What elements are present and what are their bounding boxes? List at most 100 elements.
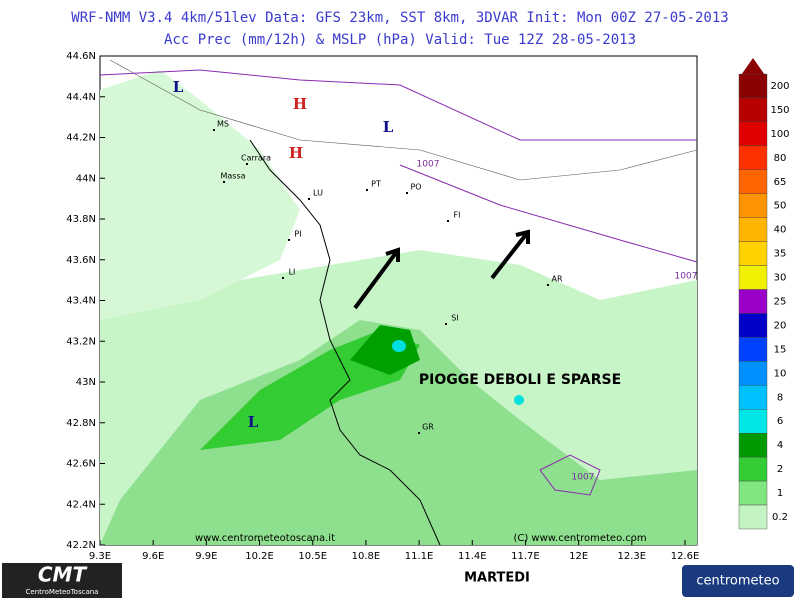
logo-box bbox=[2, 563, 122, 598]
colorbar-swatch bbox=[738, 361, 768, 386]
lon-label: 10.2E bbox=[245, 551, 274, 562]
colorbar-swatch bbox=[738, 241, 768, 266]
place-label: Massa bbox=[220, 172, 245, 181]
credit: (C) www.centrometeo.com bbox=[513, 533, 646, 544]
colorbar-label: 35 bbox=[774, 249, 787, 260]
lat-label: 43N bbox=[76, 377, 96, 388]
logo: CMT CentroMeteoToscana centrometeo bbox=[2, 563, 794, 598]
logo-text: CMT bbox=[38, 563, 88, 587]
logo-text: centrometeo bbox=[696, 574, 779, 589]
pressure-center: L bbox=[248, 413, 259, 431]
lon-label: 11.4E bbox=[458, 551, 487, 562]
place-marker bbox=[547, 284, 549, 286]
colorbar-swatch bbox=[738, 432, 768, 458]
colorbar-swatch bbox=[738, 217, 768, 242]
place-label: GR bbox=[422, 423, 434, 432]
arrow bbox=[353, 247, 400, 310]
place-label: SI bbox=[451, 314, 458, 323]
place-marker bbox=[445, 323, 447, 325]
colorbar-swatch bbox=[738, 73, 768, 99]
lat-label: 42.2N bbox=[66, 540, 96, 551]
place-label: LI bbox=[289, 268, 296, 277]
colorbar-swatch bbox=[738, 265, 768, 290]
rain-peak bbox=[392, 340, 406, 352]
place-label: LU bbox=[313, 189, 323, 198]
colorbar-label: 8 bbox=[777, 392, 783, 403]
colorbar-label: 15 bbox=[774, 344, 787, 355]
place-label: AR bbox=[551, 275, 562, 284]
isobar-label: 1007 bbox=[572, 473, 595, 483]
place-marker bbox=[213, 129, 215, 131]
border bbox=[109, 59, 698, 181]
colorbar-label: 2 bbox=[777, 464, 783, 475]
colorbar-cap bbox=[739, 58, 767, 78]
isobar-label: 1007 bbox=[675, 272, 698, 282]
place-label: FI bbox=[454, 211, 461, 220]
place-label: PT bbox=[371, 180, 381, 189]
colorbar-label: 80 bbox=[774, 153, 787, 164]
place-marker bbox=[282, 277, 284, 279]
place-marker bbox=[447, 220, 449, 222]
colorbar-swatch bbox=[738, 193, 768, 218]
isobar bbox=[399, 164, 698, 263]
place-marker bbox=[406, 192, 408, 194]
colorbar-label: 1 bbox=[777, 488, 783, 499]
colorbar-label: 200 bbox=[770, 81, 789, 92]
annotation: PIOGGE DEBOLI E SPARSE bbox=[419, 372, 621, 388]
colorbar-label: 6 bbox=[777, 416, 783, 427]
rain-peak bbox=[514, 395, 524, 405]
colorbar-swatch bbox=[738, 97, 768, 123]
place-label: Carrara bbox=[241, 154, 271, 163]
lat-label: 44.2N bbox=[66, 133, 96, 144]
header-line: WRF-NMM V3.4 4km/51lev Data: GFS 23km, S… bbox=[71, 10, 728, 26]
place-label: MS bbox=[217, 120, 229, 129]
place-marker bbox=[246, 163, 248, 165]
lat-label: 44.6N bbox=[66, 51, 96, 62]
colorbar-label: 10 bbox=[774, 368, 787, 379]
lat-label: 42.6N bbox=[66, 459, 96, 470]
rain-moderate bbox=[100, 320, 697, 545]
colorbar-swatch bbox=[738, 145, 768, 171]
place-marker bbox=[308, 198, 310, 200]
colorbar-swatch bbox=[738, 409, 768, 434]
day-label: MARTEDI bbox=[464, 571, 530, 586]
lat-label: 43.4N bbox=[66, 296, 96, 307]
colorbar-swatch bbox=[738, 121, 768, 147]
place-marker bbox=[288, 239, 290, 241]
coastline bbox=[249, 139, 441, 546]
colorbar-swatch bbox=[738, 504, 768, 530]
rain-heavy bbox=[350, 325, 420, 375]
pressure-center: L bbox=[173, 78, 184, 96]
place-marker bbox=[366, 189, 368, 191]
place-marker bbox=[223, 181, 225, 183]
arrow bbox=[490, 229, 530, 280]
colorbar-label: 50 bbox=[774, 201, 787, 212]
lat-label: 42.4N bbox=[66, 499, 96, 510]
isobar bbox=[539, 454, 601, 496]
colorbar-swatch bbox=[738, 337, 768, 362]
colorbar-label: 150 bbox=[770, 105, 789, 116]
lat-label: 43.8N bbox=[66, 214, 96, 225]
isobar-label: 1007 bbox=[417, 160, 440, 170]
rain-light bbox=[100, 70, 300, 320]
pressure-center: L bbox=[383, 118, 394, 136]
credit: www.centrometeotoscana.it bbox=[195, 533, 335, 544]
place-label: PO bbox=[410, 183, 421, 192]
colorbar-swatch bbox=[738, 313, 768, 338]
lat-label: 44.4N bbox=[66, 92, 96, 103]
colorbar-label: 100 bbox=[770, 129, 789, 140]
lat-label: 42.8N bbox=[66, 418, 96, 429]
pressure-center: H bbox=[293, 95, 307, 113]
colorbar-swatch bbox=[738, 385, 768, 410]
colorbar-label: 65 bbox=[774, 177, 787, 188]
lon-label: 11.7E bbox=[511, 551, 540, 562]
logo-subtext: CentroMeteoToscana bbox=[26, 588, 99, 596]
colorbar: 200 150 100 80 65 50 40 35 30 25 20 15 10 8 6 4 2 1 0.2 bbox=[738, 58, 790, 530]
map bbox=[99, 55, 698, 546]
colorbar-label: 25 bbox=[774, 297, 787, 308]
lat-label: 43.6N bbox=[66, 255, 96, 266]
colorbar-label: 40 bbox=[774, 225, 787, 236]
header-line: Acc Prec (mm/12h) & MSLP (hPa) Valid: Tu… bbox=[164, 32, 636, 48]
colorbar-label: 30 bbox=[774, 273, 787, 284]
